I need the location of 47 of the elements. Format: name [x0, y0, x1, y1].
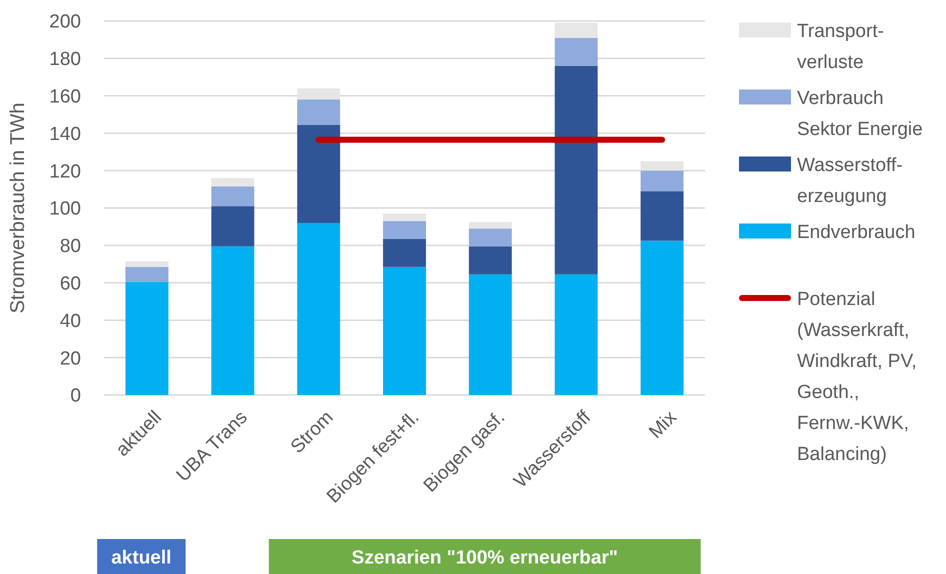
bar	[554, 38, 598, 66]
bar	[297, 88, 340, 100]
y-axis-title: Stromverbrauch in TWh	[7, 102, 29, 314]
y-tick-label: 80	[60, 236, 81, 258]
bar	[468, 228, 512, 246]
bar	[468, 274, 512, 395]
y-tick-label: 40	[60, 310, 81, 332]
bar	[211, 206, 254, 246]
text: Szenarien "100% erneuerbar"	[352, 548, 618, 569]
bar	[211, 246, 254, 395]
y-tick-label: 120	[49, 161, 81, 182]
bar	[297, 124, 340, 223]
y-tick-label: 200	[49, 12, 81, 33]
y-tick-label: 180	[49, 49, 81, 70]
y-tick-label: 100	[49, 198, 81, 220]
x-tick-label: Mix	[645, 406, 682, 443]
legend-label: Potenzial (Wasserkraft, Windkraft, PV, Geoth., Fernw.-KWK, Balancing)	[797, 289, 917, 465]
bar	[383, 214, 426, 222]
y-tick-label: 20	[60, 348, 81, 370]
bar	[383, 221, 426, 239]
bar	[554, 66, 598, 274]
bar	[297, 222, 340, 395]
bar	[640, 170, 684, 192]
bar	[640, 191, 684, 241]
legend-label: Wasserstoff-erzeugung	[797, 155, 903, 207]
bar	[297, 100, 340, 125]
bar	[125, 266, 168, 282]
bar	[554, 22, 598, 38]
legend-label: Endverbrauch	[797, 222, 916, 243]
text: aktuell	[111, 548, 172, 569]
legend-label: Transport-verluste	[797, 21, 884, 73]
bar	[468, 246, 512, 274]
bar	[125, 282, 168, 395]
y-tick-label: 160	[49, 86, 81, 108]
bar	[211, 178, 254, 186]
bar	[468, 222, 512, 229]
bar	[640, 161, 684, 171]
y-tick-label: 60	[60, 273, 81, 294]
legend-label: Verbrauch Sektor Energie	[797, 88, 923, 140]
bar	[554, 274, 598, 395]
y-tick-label: 140	[49, 124, 81, 145]
bar	[125, 261, 168, 267]
bar	[383, 266, 426, 395]
bar	[211, 186, 254, 206]
bar	[383, 238, 426, 267]
y-tick-label: 0	[70, 386, 81, 407]
bar	[640, 240, 684, 395]
